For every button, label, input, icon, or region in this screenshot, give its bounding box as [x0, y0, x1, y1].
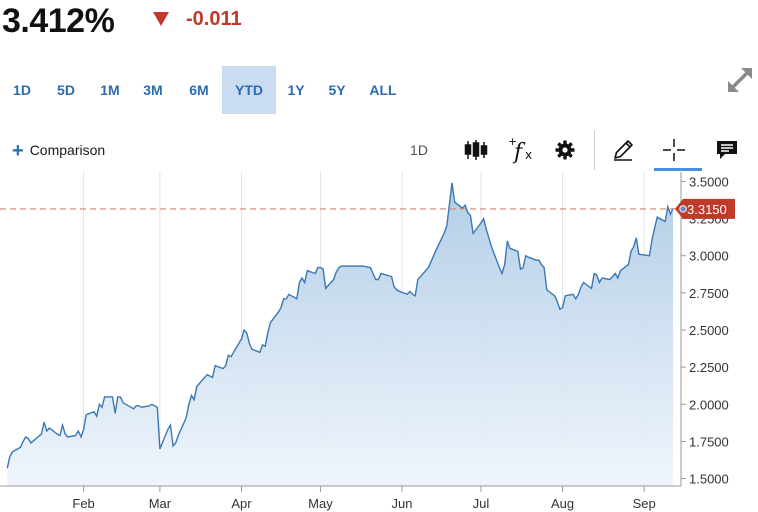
x-tick-label: Feb: [72, 496, 94, 511]
axes: [0, 172, 682, 487]
x-tick-label: May: [308, 496, 333, 511]
interval-selector[interactable]: 1D: [410, 142, 428, 158]
y-tick-label: 2.2500: [689, 360, 729, 375]
x-tick-label: Jun: [392, 496, 413, 511]
time-range-selector: 1D 5D 1M 3M 6M YTD 1Y 5Y ALL: [0, 66, 440, 114]
x-tick-label: Apr: [231, 496, 252, 511]
price-tag-background: [675, 198, 735, 219]
yield-price: 3.412%: [2, 2, 115, 40]
x-tick-label: Aug: [551, 496, 574, 511]
range-tab-ytd[interactable]: YTD: [222, 66, 276, 114]
function-icon[interactable]: + f x: [506, 134, 536, 166]
svg-text:+: +: [508, 135, 517, 148]
x-tick-label: Jul: [473, 496, 490, 511]
y-tick-label: 2.7500: [689, 286, 729, 301]
candlestick-icon[interactable]: [462, 134, 490, 166]
range-tab-5y[interactable]: 5Y: [328, 82, 346, 98]
range-tab-5d[interactable]: 5D: [57, 82, 75, 98]
range-tab-1m[interactable]: 1M: [100, 82, 120, 98]
y-tick-label: 2.5000: [689, 323, 729, 338]
range-tab-1d[interactable]: 1D: [13, 82, 31, 98]
range-tab-all[interactable]: ALL: [369, 82, 397, 98]
comparison-label: Comparison: [29, 142, 106, 158]
range-tab-1y[interactable]: 1Y: [287, 82, 305, 98]
y-tick-label: 1.5000: [689, 472, 729, 487]
y-tick-label: 3.5000: [689, 174, 729, 189]
range-tab-3m[interactable]: 3M: [143, 82, 163, 98]
y-tick-label: 1.7500: [689, 434, 729, 449]
crosshair-icon[interactable]: [660, 134, 688, 166]
current-price-tag: 3.3150: [675, 198, 735, 219]
quote-header: 3.412% -0.011: [0, 0, 400, 44]
y-tick-label: 3.0000: [689, 249, 729, 264]
last-point-marker: [679, 205, 687, 213]
down-arrow-icon: [153, 12, 169, 26]
expand-icon[interactable]: [724, 64, 756, 96]
svg-text:f: f: [512, 140, 526, 165]
toolbar-divider: [594, 130, 595, 170]
add-comparison-button[interactable]: + Comparison: [12, 140, 105, 163]
area-fill: [7, 182, 674, 486]
y-axis-labels: 1.5000 1.7500 2.0000 2.2500 2.5000 2.7500 3.00…: [681, 174, 729, 487]
y-tick-label: 2.0000: [689, 397, 729, 412]
yield-series-line: [6, 182, 674, 469]
range-tab-6m[interactable]: 6M: [189, 82, 209, 98]
pencil-icon[interactable]: [608, 134, 638, 166]
price-change: -0.011: [186, 8, 242, 30]
crosshair-active-indicator: [654, 168, 702, 171]
price-tag-label: 3.3150: [687, 202, 727, 217]
x-tick-label: Mar: [149, 496, 172, 511]
comment-icon[interactable]: [713, 134, 741, 166]
plus-icon: +: [12, 140, 24, 162]
x-tick-label: Sep: [633, 496, 656, 511]
svg-text:x: x: [525, 148, 532, 162]
x-axis-labels: Feb Mar Apr May Jun Jul Aug Sep: [72, 486, 656, 511]
yield-chart[interactable]: 1.5000 1.7500 2.0000 2.2500 2.5000 2.7500 3.00…: [0, 172, 758, 512]
gear-icon[interactable]: [552, 134, 578, 166]
chart-toolbar: + Comparison 1D + f x: [0, 128, 758, 172]
